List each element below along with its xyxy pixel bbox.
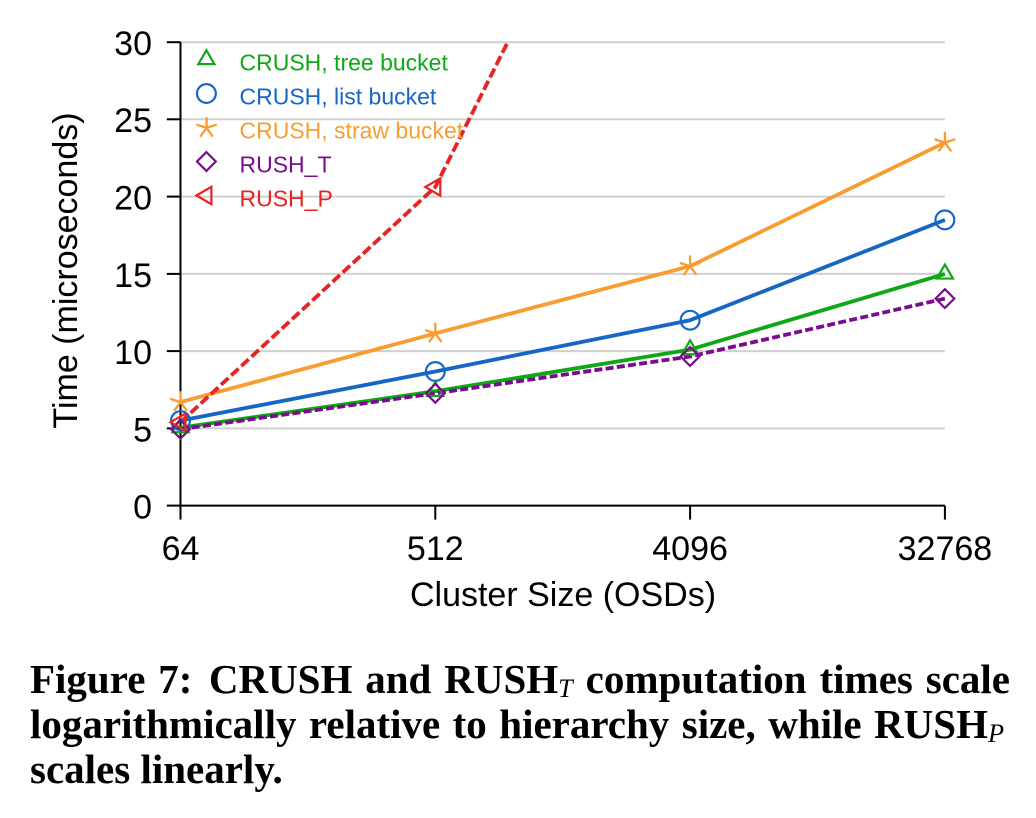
svg-text:5: 5 bbox=[133, 411, 152, 449]
svg-text:Time (microseconds): Time (microseconds) bbox=[47, 112, 85, 428]
svg-text:Cluster Size (OSDs): Cluster Size (OSDs) bbox=[410, 576, 716, 614]
svg-text:15: 15 bbox=[114, 257, 152, 295]
svg-text:CRUSH, list bucket: CRUSH, list bucket bbox=[240, 84, 437, 110]
svg-text:64: 64 bbox=[162, 530, 200, 568]
svg-text:0: 0 bbox=[133, 489, 152, 527]
svg-text:4096: 4096 bbox=[652, 530, 728, 568]
svg-text:30: 30 bbox=[114, 25, 152, 63]
svg-text:512: 512 bbox=[407, 530, 464, 568]
svg-text:10: 10 bbox=[114, 334, 152, 372]
svg-text:RUSH_T: RUSH_T bbox=[240, 152, 332, 178]
svg-text:20: 20 bbox=[114, 180, 152, 218]
svg-text:CRUSH, tree bucket: CRUSH, tree bucket bbox=[240, 50, 449, 76]
svg-text:RUSH_P: RUSH_P bbox=[240, 186, 333, 212]
svg-text:25: 25 bbox=[114, 102, 152, 140]
svg-text:32768: 32768 bbox=[898, 530, 993, 568]
svg-text:CRUSH, straw bucket: CRUSH, straw bucket bbox=[240, 118, 464, 144]
